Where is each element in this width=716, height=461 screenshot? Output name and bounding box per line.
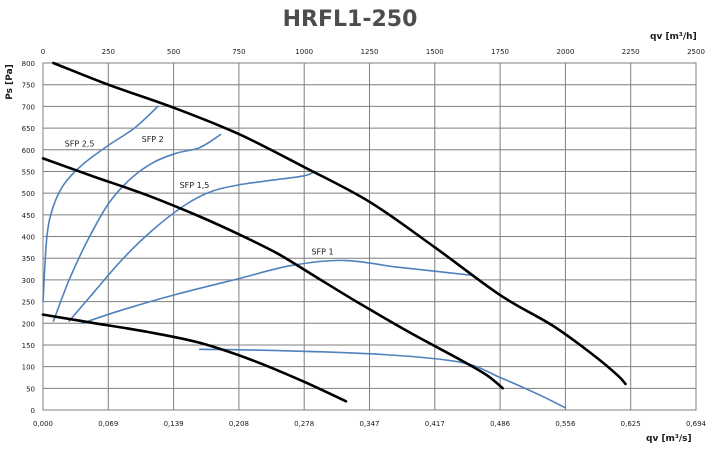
- y-tick-label: 700: [22, 103, 35, 111]
- sfp-label: SFP 2,5: [65, 139, 95, 148]
- y-tick-label: 350: [22, 255, 35, 263]
- y-tick-label: 550: [22, 168, 35, 176]
- bottom-tick-label: 0,556: [555, 420, 576, 428]
- curves-layer: [41, 61, 627, 409]
- top-tick-label: 1750: [491, 48, 509, 56]
- chart-title: HRFL1-250: [283, 7, 418, 32]
- sfp-label: SFP 1: [311, 248, 333, 257]
- sfp-label: SFP 1,5: [180, 181, 210, 190]
- top-tick-label: 1250: [361, 48, 379, 56]
- y-tick-label: 200: [22, 320, 35, 328]
- bottom-tick-label: 0,000: [33, 420, 53, 428]
- y-tick-label: 400: [22, 234, 35, 242]
- top-x-axis-label: qv [m³/h]: [650, 32, 697, 42]
- bottom-tick-label: 0,486: [490, 420, 511, 428]
- bottom-tick-label: 0,208: [229, 420, 249, 428]
- bottom-tick-label: 0,694: [686, 420, 707, 428]
- top-tick-label: 750: [232, 48, 245, 56]
- y-tick-label: 0: [31, 407, 35, 415]
- top-tick-label: 2250: [622, 48, 640, 56]
- sfp-curve: [198, 348, 567, 409]
- bottom-tick-label: 0,347: [359, 420, 379, 428]
- y-tick-label: 800: [22, 60, 35, 68]
- plot-frame: [42, 62, 697, 411]
- sfp-curve: [81, 259, 475, 325]
- top-tick-label: 2000: [556, 48, 574, 56]
- y-tick-label: 300: [22, 277, 35, 285]
- sfp-curve: [52, 133, 222, 322]
- sfp-curve: [42, 105, 159, 303]
- fan-curve: [52, 61, 627, 386]
- y-tick-label: 650: [22, 125, 35, 133]
- y-tick-label: 150: [22, 342, 35, 350]
- bottom-tick-label: 0,139: [164, 420, 184, 428]
- top-tick-label: 250: [102, 48, 115, 56]
- y-tick-label: 100: [22, 364, 35, 372]
- y-tick-label: 500: [22, 190, 35, 198]
- labels-layer: SFP 2,5 SFP 2 SFP 1,5 SFP 1: [65, 135, 334, 257]
- sfp-curve: [68, 170, 316, 322]
- bottom-tick-label: 0,417: [425, 420, 445, 428]
- bottom-x-axis-label: qv [m³/s]: [646, 434, 692, 444]
- y-axis-label: Ps [Pa]: [5, 64, 15, 100]
- top-tick-label: 2500: [687, 48, 705, 56]
- y-tick-label: 250: [22, 299, 35, 307]
- fan-curve: [41, 313, 348, 403]
- top-tick-label: 1000: [295, 48, 313, 56]
- fan-curve: [41, 157, 504, 390]
- ticks-layer: 0 250 500 750 1000 1250 1500 1750 2000 2250 25000,…: [22, 48, 707, 428]
- y-tick-label: 600: [22, 147, 35, 155]
- bottom-tick-label: 0,069: [98, 420, 118, 428]
- y-tick-label: 450: [22, 212, 35, 220]
- top-tick-label: 1500: [426, 48, 444, 56]
- top-tick-label: 500: [167, 48, 180, 56]
- bottom-tick-label: 0,625: [621, 420, 641, 428]
- sfp-label: SFP 2: [142, 135, 164, 144]
- bottom-tick-label: 0,278: [294, 420, 314, 428]
- y-tick-label: 50: [26, 385, 35, 393]
- y-tick-label: 750: [22, 82, 35, 90]
- top-tick-label: 0: [41, 48, 45, 56]
